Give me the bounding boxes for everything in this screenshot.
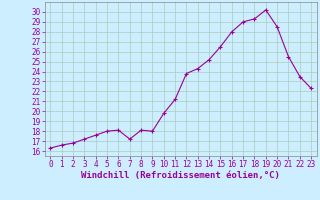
X-axis label: Windchill (Refroidissement éolien,°C): Windchill (Refroidissement éolien,°C) (81, 171, 280, 180)
